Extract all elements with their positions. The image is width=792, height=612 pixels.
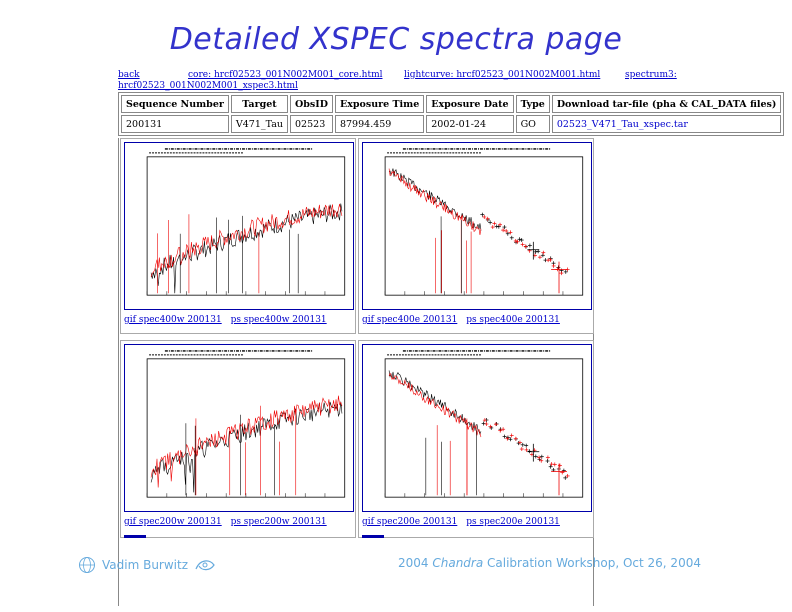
back-link[interactable]: back (118, 70, 140, 80)
wavelength-spectrum-graphic (146, 350, 346, 498)
next-plot-edge (362, 535, 384, 538)
download-tar-link[interactable]: 02523_V471_Tau_xspec.tar (556, 118, 688, 130)
wavelength-spectrum-graphic (146, 148, 346, 296)
xspec-page: back core: hrcf02523_001N002M001_core.ht… (118, 70, 785, 606)
event-suffix: Calibration Workshop, Oct 26, 2004 (483, 556, 701, 570)
footer-author: Vadim Burwitz (78, 556, 216, 574)
gif-link[interactable]: gif spec200w 200131 (124, 517, 222, 527)
column-header: Sequence Number (121, 95, 229, 113)
sequence-table: Sequence Number Target ObsID Exposure Ti… (118, 92, 785, 136)
plot-links: gif spec200w 200131 ps spec200w 200131 (124, 517, 333, 527)
spectrum-plot-image[interactable] (362, 344, 592, 512)
gif-link[interactable]: gif spec200e 200131 (362, 517, 458, 527)
next-plot-edge (124, 535, 146, 538)
gif-link[interactable]: gif spec400w 200131 (124, 315, 222, 325)
institute-logo-icon (195, 560, 215, 571)
table-row: 200131 V471_Tau 02523 87994.459 2002-01-… (121, 115, 782, 133)
spectrum3-link[interactable]: spectrum3: (625, 70, 677, 80)
plot-links: gif spec200e 200131 ps spec200e 200131 (362, 517, 566, 527)
spectrum-plot-image[interactable] (124, 142, 354, 310)
table-header-row: Sequence Number Target ObsID Exposure Ti… (121, 95, 782, 113)
spectrum3-link-continued[interactable]: hrcf02523_001N002M001_xspec3.html (118, 81, 298, 91)
plot-cell-spec400e: gif spec400e 200131 ps spec400e 200131 (358, 138, 594, 334)
plot-cell-spec200e: gif spec200e 200131 ps spec200e 200131 (358, 340, 594, 538)
lightcurve-link[interactable]: lightcurve: hrcf02523_001N002M001.html (404, 70, 601, 80)
plot-links: gif spec400w 200131 ps spec400w 200131 (124, 315, 333, 325)
author-name: Vadim Burwitz (102, 558, 189, 572)
table-cell: 02523 (290, 115, 333, 133)
energy-spectrum-graphic (384, 350, 584, 498)
spectrum-plot-image[interactable] (362, 142, 592, 310)
table-cell: 02523_V471_Tau_xspec.tar (551, 115, 782, 133)
plot-links: gif spec400e 200131 ps spec400e 200131 (362, 315, 566, 325)
table-cell: 2002-01-24 (426, 115, 514, 133)
slide-title: Detailed XSPEC spectra page (169, 22, 623, 57)
column-header: Type (515, 95, 550, 113)
column-header: Target (230, 95, 289, 113)
ps-link[interactable]: ps spec200e 200131 (466, 517, 560, 527)
column-header: Exposure Date (426, 95, 514, 113)
core-link[interactable]: core: hrcf02523_001N002M001_core.html (188, 70, 383, 80)
table-cell: V471_Tau (230, 115, 289, 133)
energy-spectrum-graphic (384, 148, 584, 296)
table-cell: GO (515, 115, 550, 133)
ps-link[interactable]: ps spec400e 200131 (466, 315, 560, 325)
plot-cell-spec200w: gif spec200w 200131 ps spec200w 200131 (120, 340, 356, 538)
spectra-grid: gif spec400w 200131 ps spec400w 200131 g… (118, 138, 594, 606)
column-header: Download tar-file (pha & CAL_DATA files) (551, 95, 782, 113)
ps-link[interactable]: ps spec200w 200131 (230, 517, 327, 527)
globe-logo-icon (79, 557, 95, 573)
spectrum-plot-image[interactable] (124, 344, 354, 512)
ps-link[interactable]: ps spec400w 200131 (230, 315, 327, 325)
column-header: ObsID (290, 95, 333, 113)
event-prefix: 2004 (398, 556, 433, 570)
gif-link[interactable]: gif spec400e 200131 (362, 315, 458, 325)
footer-event: 2004 Chandra Calibration Workshop, Oct 2… (398, 556, 701, 570)
event-chandra: Chandra (432, 556, 484, 570)
nav-links: back core: hrcf02523_001N002M001_core.ht… (118, 70, 677, 92)
plot-cell-spec400w: gif spec400w 200131 ps spec400w 200131 (120, 138, 356, 334)
table-cell: 200131 (121, 115, 229, 133)
column-header: Exposure Time (334, 95, 425, 113)
table-cell: 87994.459 (334, 115, 425, 133)
